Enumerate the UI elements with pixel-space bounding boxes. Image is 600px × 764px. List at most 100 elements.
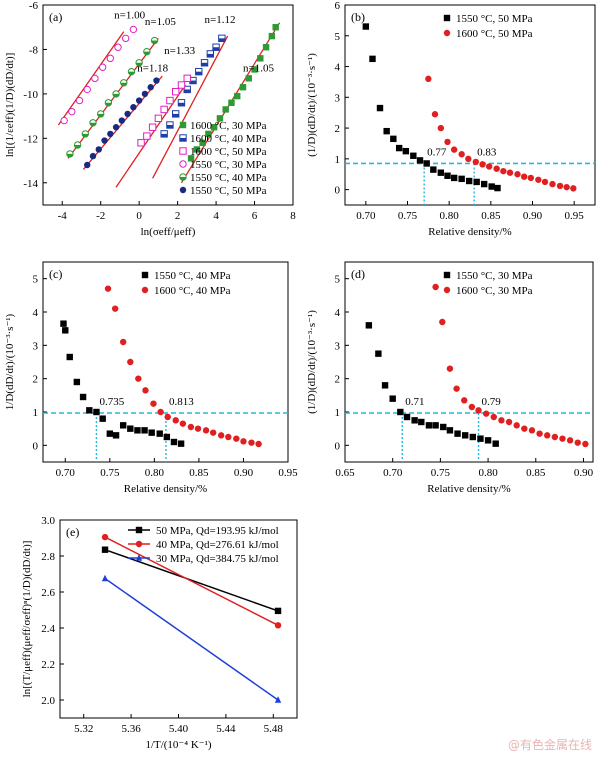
data-point	[66, 353, 73, 361]
plot-frame	[344, 261, 594, 463]
data-point	[114, 43, 122, 51]
y-tick-label: 1	[335, 407, 341, 419]
panel-1: 0.70 0.75 0.80 0.85 0.90 0.95 0 1 2 3 4 5 6 Relative …	[306, 0, 596, 238]
data-point	[163, 433, 171, 441]
y-tick-label: 0	[33, 440, 39, 452]
data-point	[274, 622, 282, 629]
series-line	[104, 577, 279, 701]
data-point	[73, 141, 82, 149]
data-point	[164, 413, 171, 421]
data-point	[240, 438, 247, 445]
data-point	[485, 163, 493, 170]
data-point	[199, 139, 206, 146]
data-point	[216, 115, 224, 122]
marker-label: 0.813	[169, 396, 194, 408]
data-point	[541, 178, 549, 186]
data-point	[119, 422, 127, 429]
y-tick-label: -12	[23, 133, 38, 145]
data-point	[494, 184, 501, 192]
x-tick-label: 0.80	[478, 467, 498, 479]
data-point	[106, 430, 114, 437]
legend-marker	[179, 186, 187, 194]
marker-label: 0.77	[427, 146, 447, 158]
fit-line	[115, 84, 186, 188]
data-point	[202, 427, 210, 434]
data-point	[458, 151, 465, 158]
x-tick-label: 2	[175, 210, 181, 222]
x-tick-label: 0.85	[189, 467, 209, 479]
data-point	[96, 110, 105, 118]
data-point	[119, 338, 127, 346]
data-point	[127, 67, 136, 76]
data-point	[465, 155, 472, 163]
data-point	[521, 425, 528, 432]
legend-marker	[443, 271, 451, 279]
y-tick-label: 2.6	[41, 587, 55, 599]
marker-label: 0.71	[405, 396, 424, 408]
data-point	[450, 146, 458, 153]
x-tick-label: -2	[96, 210, 105, 222]
data-point	[582, 440, 589, 448]
annotation: n=1.05	[243, 63, 274, 75]
data-point	[528, 427, 536, 434]
data-point	[439, 318, 446, 326]
data-point	[101, 546, 109, 553]
data-point	[142, 387, 149, 394]
data-point	[365, 322, 373, 329]
x-axis-label: Relative density/%	[428, 226, 511, 238]
data-point	[99, 415, 106, 422]
x-tick-label: 5.40	[169, 723, 189, 735]
data-point	[268, 32, 276, 40]
x-axis-label: Relative density/%	[124, 483, 207, 495]
data-point	[120, 79, 128, 87]
data-point	[135, 97, 143, 104]
annotation: n=1.05	[145, 16, 176, 28]
data-point	[453, 385, 460, 392]
data-point	[79, 393, 87, 401]
plot-frame	[344, 4, 596, 206]
panel-label: (a)	[49, 10, 62, 24]
data-point	[193, 146, 201, 153]
x-tick-label: 0.75	[398, 210, 418, 222]
legend-label: 30 MPa, Qd=384.75 kJ/mol	[156, 553, 279, 565]
x-tick-label: 0.70	[356, 210, 376, 222]
data-point	[172, 417, 179, 424]
y-tick-label: 2	[33, 374, 39, 386]
legend-marker	[179, 121, 187, 129]
data-point	[520, 173, 528, 180]
panel-3: 0.65 0.70 0.75 0.80 0.85 0.90 0 1 2 3 4 5 Relative d…	[306, 261, 594, 495]
data-point	[141, 90, 149, 98]
data-point	[430, 166, 437, 173]
data-point	[195, 67, 203, 76]
data-point	[179, 420, 187, 427]
y-tick-label: 2	[335, 374, 341, 386]
x-tick-label: 0.85	[526, 467, 546, 479]
data-point	[177, 81, 186, 89]
data-point	[218, 34, 226, 43]
legend-label: 1600 °C, 50 MPa	[456, 28, 533, 40]
x-axis-label: 1/T/(10⁻⁴ K⁻¹)	[145, 739, 211, 751]
y-tick-label: 0	[335, 440, 341, 452]
fit-line	[152, 35, 229, 179]
panel-label: (e)	[66, 525, 79, 539]
x-tick-label: 0	[136, 210, 142, 222]
x-axis-label: ln(σeff/μeff)	[141, 226, 196, 238]
data-point	[461, 397, 468, 404]
data-point	[563, 183, 570, 191]
data-point	[101, 533, 109, 541]
data-point	[107, 130, 114, 138]
legend-marker	[443, 286, 451, 294]
data-point	[423, 160, 430, 167]
annotation: n=1.33	[164, 45, 195, 57]
x-tick-label: 0.95	[565, 210, 585, 222]
x-tick-label: 0.90	[234, 467, 254, 479]
data-point	[551, 433, 559, 441]
x-tick-label: 0.75	[431, 467, 451, 479]
data-point	[194, 425, 202, 432]
legend-marker	[141, 271, 149, 279]
data-point	[431, 111, 439, 118]
data-point	[212, 43, 220, 51]
data-point	[171, 110, 180, 118]
data-point	[187, 423, 195, 431]
